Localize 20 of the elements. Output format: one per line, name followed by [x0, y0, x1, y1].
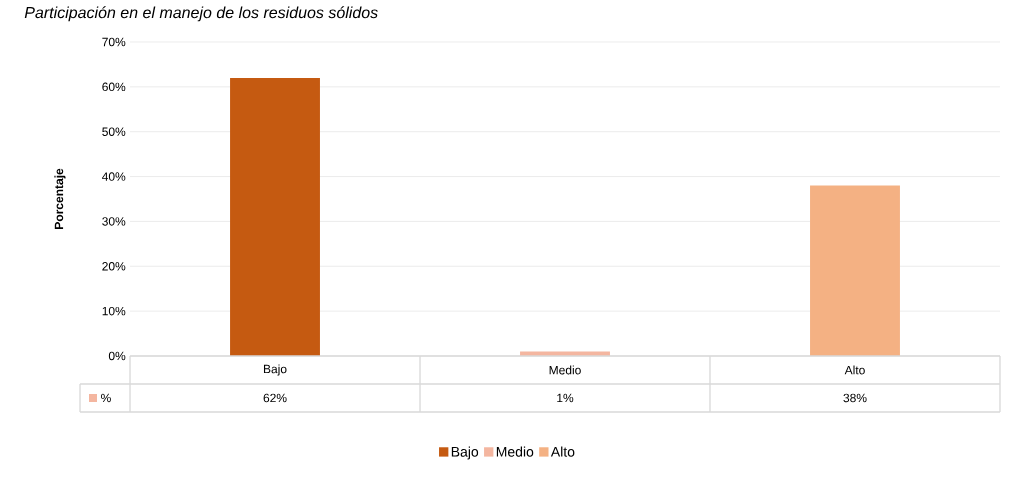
category-label: Bajo [451, 446, 479, 460]
category-label: Alto [550, 446, 575, 457]
x-tick-label: Bajo [263, 364, 287, 376]
y-tick-label: 60% [102, 82, 126, 92]
x-tick-label: Medio [549, 365, 581, 375]
legend-label: % [101, 393, 111, 403]
data-label: 38% [843, 393, 867, 403]
x-tick-label: Alto [844, 365, 865, 375]
y-tick-label: 10% [102, 306, 126, 316]
y-tick-label: 50% [102, 127, 126, 136]
data-label: 1% [557, 393, 574, 403]
category-label: Medio [496, 446, 534, 457]
chart-title: Participación en el manejo de los residuos sólidos [24, 6, 378, 22]
data-label: 62% [263, 393, 287, 403]
y-tick-label: 30% [102, 217, 126, 226]
y-tick-label: 20% [102, 262, 126, 271]
y-tick-label: 40% [102, 172, 126, 181]
y-axis-title: Porcentaje [54, 168, 66, 229]
y-tick-label: 0% [108, 351, 126, 361]
y-tick-label: 70% [102, 37, 126, 47]
